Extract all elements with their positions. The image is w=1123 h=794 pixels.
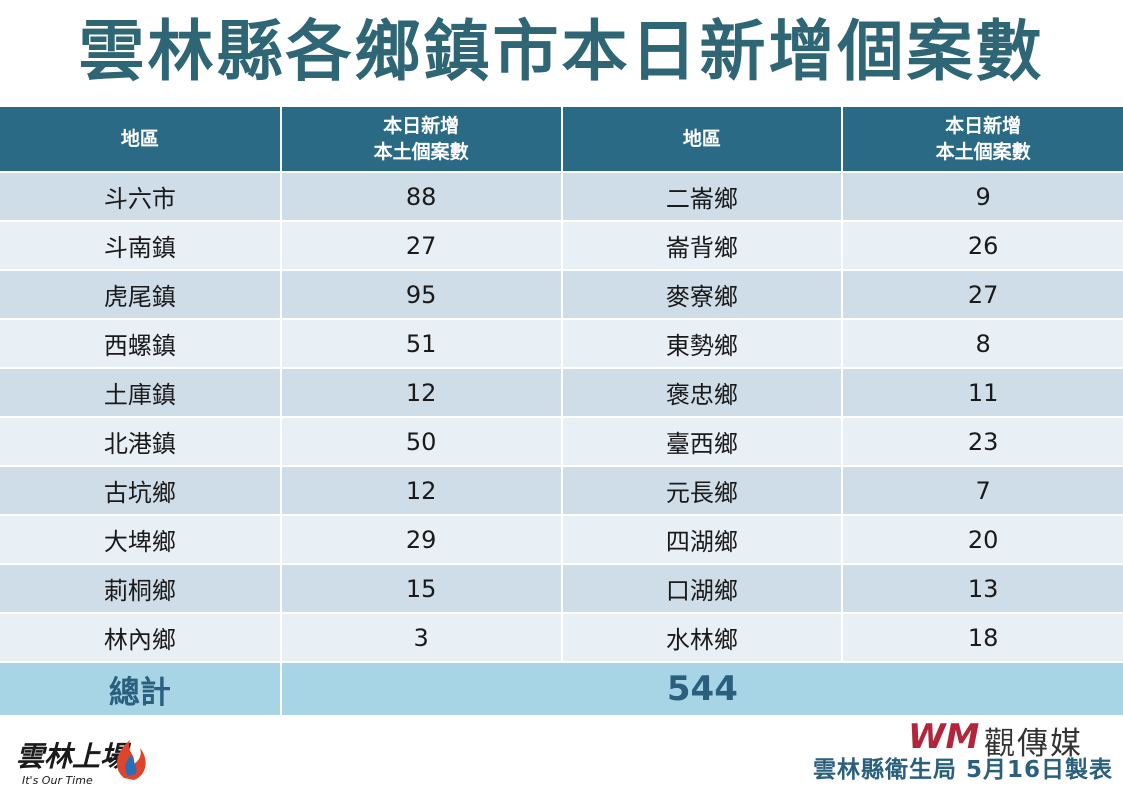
table-row: 西螺鎮 51 東勢鄉 8 xyxy=(0,319,1123,369)
region-cell: 大埤鄉 xyxy=(0,515,282,565)
count-cell: 3 xyxy=(280,613,563,663)
region-cell: 二崙鄉 xyxy=(561,172,844,222)
svg-text:WM: WM xyxy=(908,717,980,756)
count-cell: 12 xyxy=(280,368,563,418)
count-cell: 27 xyxy=(842,270,1123,320)
region-cell: 土庫鎮 xyxy=(0,368,282,418)
yunlin-slogan-logo: 雲林上場 It's Our Time xyxy=(16,740,146,787)
header-region-left: 地區 xyxy=(0,107,282,173)
header-text: 本土個案數 xyxy=(373,141,469,163)
count-cell: 29 xyxy=(280,515,563,565)
total-value: 544 xyxy=(280,662,1123,715)
region-cell: 褒忠鄉 xyxy=(561,368,844,418)
media-brand-logo: WM xyxy=(908,717,980,756)
header-region-right: 地區 xyxy=(561,107,844,173)
count-cell: 13 xyxy=(842,564,1123,614)
region-cell: 麥寮鄉 xyxy=(561,270,844,320)
table-row: 北港鎮 50 臺西鄉 23 xyxy=(0,417,1123,467)
count-cell: 18 xyxy=(842,613,1123,663)
region-cell: 口湖鄉 xyxy=(561,564,844,614)
region-cell: 西螺鎮 xyxy=(0,319,282,369)
table-row: 虎尾鎮 95 麥寮鄉 27 xyxy=(0,270,1123,320)
table-header-row: 地區 本日新增 本土個案數 地區 本日新增 本土個案數 xyxy=(0,107,1123,173)
count-cell: 9 xyxy=(842,172,1123,222)
svg-text:雲林上場: 雲林上場 xyxy=(16,740,132,773)
region-cell: 水林鄉 xyxy=(561,613,844,663)
total-label: 總計 xyxy=(0,662,282,715)
brand-name: 觀傳媒 xyxy=(984,726,1083,762)
table-row: 古坑鄉 12 元長鄉 7 xyxy=(0,466,1123,516)
count-cell: 26 xyxy=(842,221,1123,271)
count-cell: 51 xyxy=(280,319,563,369)
region-cell: 臺西鄉 xyxy=(561,417,844,467)
count-cell: 8 xyxy=(842,319,1123,369)
table-row: 林內鄉 3 水林鄉 18 xyxy=(0,613,1123,663)
count-cell: 50 xyxy=(280,417,563,467)
region-cell: 古坑鄉 xyxy=(0,466,282,516)
count-cell: 15 xyxy=(280,564,563,614)
table-row: 莿桐鄉 15 口湖鄉 13 xyxy=(0,564,1123,614)
header-text: 地區 xyxy=(120,128,159,150)
count-cell: 20 xyxy=(842,515,1123,565)
header-text: 地區 xyxy=(682,128,721,150)
region-cell: 斗南鎮 xyxy=(0,221,282,271)
table-row: 土庫鎮 12 褒忠鄉 11 xyxy=(0,368,1123,418)
table-row: 大埤鄉 29 四湖鄉 20 xyxy=(0,515,1123,565)
table-row: 斗南鎮 27 崙背鄉 26 xyxy=(0,221,1123,271)
region-cell: 斗六市 xyxy=(0,172,282,222)
region-cell: 崙背鄉 xyxy=(561,221,844,271)
svg-text:It's Our Time: It's Our Time xyxy=(22,774,93,787)
region-cell: 莿桐鄉 xyxy=(0,564,282,614)
header-text: 本日新增 xyxy=(383,115,460,137)
count-cell: 88 xyxy=(280,172,563,222)
count-cell: 95 xyxy=(280,270,563,320)
header-count-right: 本日新增 本土個案數 xyxy=(842,107,1123,173)
count-cell: 12 xyxy=(280,466,563,516)
region-cell: 四湖鄉 xyxy=(561,515,844,565)
count-cell: 7 xyxy=(842,466,1123,516)
table-row: 斗六市 88 二崙鄉 9 xyxy=(0,172,1123,222)
region-cell: 元長鄉 xyxy=(561,466,844,516)
header-text: 本日新增 xyxy=(945,115,1022,137)
footer-credit: 雲林縣衛生局 5月16日製表 xyxy=(812,757,1113,783)
region-cell: 北港鎮 xyxy=(0,417,282,467)
count-cell: 27 xyxy=(280,221,563,271)
page-title: 雲林縣各鄉鎮市本日新增個案數 xyxy=(78,13,1045,90)
region-cell: 林內鄉 xyxy=(0,613,282,663)
count-cell: 11 xyxy=(842,368,1123,418)
case-table: 地區 本日新增 本土個案數 地區 本日新增 本土個案數 斗六市 88 二崙鄉 9… xyxy=(0,107,1123,715)
header-text: 本土個案數 xyxy=(935,141,1031,163)
count-cell: 23 xyxy=(842,417,1123,467)
region-cell: 虎尾鎮 xyxy=(0,270,282,320)
region-cell: 東勢鄉 xyxy=(561,319,844,369)
header-count-left: 本日新增 本土個案數 xyxy=(280,107,563,173)
total-row: 總計 544 xyxy=(0,662,1123,715)
